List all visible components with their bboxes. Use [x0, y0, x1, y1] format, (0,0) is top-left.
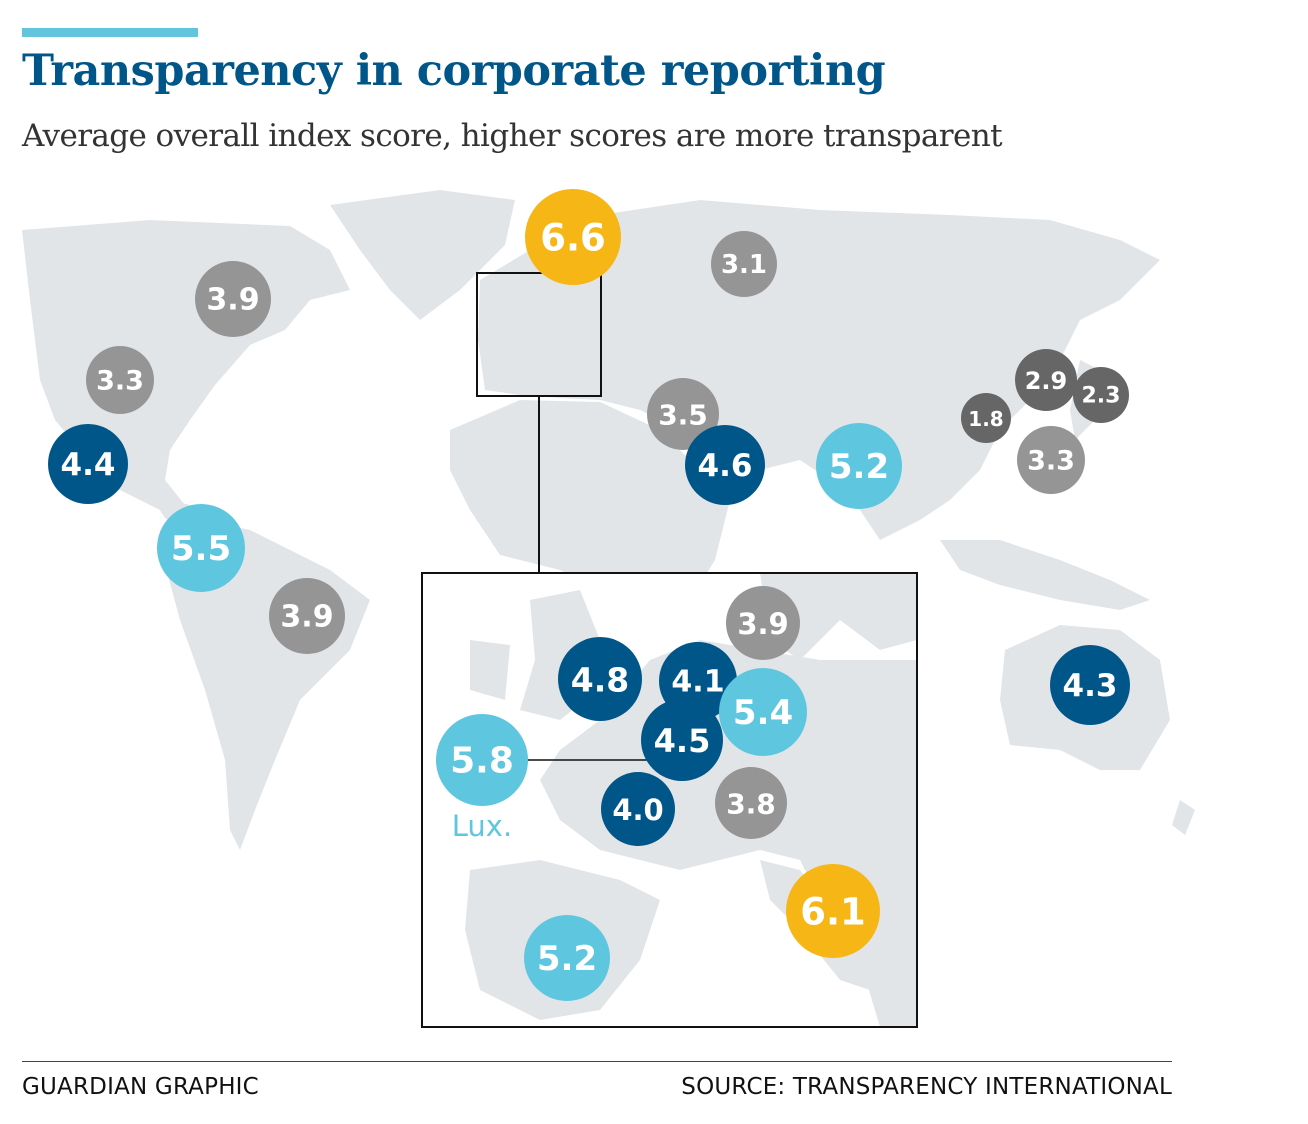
header-accent-bar — [22, 28, 198, 37]
score-label-colombia: 5.5 — [171, 529, 231, 569]
score-bubble-switzerland — [715, 767, 787, 839]
score-bubble-taiwan — [1017, 426, 1085, 494]
land-iceland — [440, 238, 478, 260]
score-bubble-spain — [524, 915, 610, 1001]
world-score-bubbles: 6.6 3.1 3.9 3.3 4.4 5.5 3.9 3.5 4.6 5.2 1.8 2.9 2.3 3… — [48, 189, 1130, 725]
score-bubble-china — [961, 393, 1011, 443]
score-bubble-germany — [719, 668, 807, 756]
footer-rule — [22, 1061, 1172, 1062]
score-label-sweden: 3.9 — [737, 607, 788, 641]
score-label-india: 5.2 — [829, 447, 889, 487]
score-label-mexico: 4.4 — [61, 447, 116, 483]
score-bubble-sweden — [726, 586, 800, 660]
land-greenland — [330, 190, 515, 320]
inset-frame — [421, 572, 918, 1028]
score-label-brazil: 3.9 — [280, 600, 333, 635]
score-label-usa: 3.3 — [96, 366, 144, 397]
score-bubble-usa — [86, 346, 154, 414]
score-label-china: 1.8 — [968, 407, 1003, 431]
inset-land-continent — [540, 640, 917, 1027]
inset-score-bubbles: 4.8 4.1 4.5 5.4 3.9 3.8 4.0 5.8 6.1 5.2 — [436, 586, 880, 1001]
score-label-switzerland: 3.8 — [726, 788, 776, 821]
score-bubble-uk — [558, 637, 642, 721]
land-eurasia — [478, 200, 1160, 540]
score-bubble-canada — [195, 261, 271, 337]
score-label-turkey: 3.5 — [658, 399, 708, 432]
score-label-japan: 2.3 — [1082, 384, 1121, 409]
score-bubble-turkey — [647, 378, 719, 450]
land-africa — [450, 400, 730, 600]
footer-credit: GUARDIAN GRAPHIC — [22, 1074, 259, 1100]
land-southeast-asia — [940, 540, 1150, 610]
luxembourg-label: Lux. — [452, 809, 512, 843]
world-map: Lux. 6.6 3.1 3.9 3.3 4.4 5.5 3.9 3.5 4.6 5.2 1.8 2.… — [22, 189, 1195, 1028]
score-label-spain: 5.2 — [537, 939, 597, 979]
score-label-gulf: 4.6 — [698, 448, 753, 484]
score-label-nordics: 6.6 — [540, 217, 606, 260]
score-label-uk: 4.8 — [571, 661, 629, 700]
score-label-netherlands: 4.1 — [671, 665, 724, 700]
score-bubble-gulf — [685, 425, 765, 505]
score-label-france: 4.0 — [612, 793, 663, 827]
score-label-italy: 6.1 — [800, 891, 866, 934]
chart-subtitle: Average overall index score, higher scor… — [22, 118, 1003, 154]
score-bubble-russia — [711, 231, 777, 297]
chart-title: Transparency in corporate reporting — [22, 46, 886, 96]
score-bubble-australia — [1050, 645, 1130, 725]
score-label-canada: 3.9 — [206, 283, 259, 318]
score-bubble-mexico — [48, 424, 128, 504]
score-bubble-south-korea — [1015, 349, 1077, 411]
inset-land-scandinavia — [760, 573, 917, 660]
score-label-south-korea: 2.9 — [1025, 367, 1068, 395]
score-bubble-france — [601, 772, 675, 846]
score-label-germany: 5.4 — [733, 693, 793, 733]
score-bubble-italy — [786, 864, 880, 958]
score-label-australia: 4.3 — [1063, 668, 1118, 704]
score-label-taiwan: 3.3 — [1027, 446, 1075, 477]
score-label-luxembourg: 5.8 — [450, 741, 514, 782]
score-bubble-india — [816, 423, 902, 509]
score-bubble-luxembourg — [436, 714, 528, 806]
score-bubble-brazil — [269, 578, 345, 654]
score-bubble-colombia — [157, 504, 245, 592]
score-bubble-japan — [1073, 367, 1129, 423]
score-label-belgium: 4.5 — [654, 722, 711, 760]
inset-land-ireland — [470, 640, 510, 700]
score-bubble-nordics — [525, 189, 621, 285]
footer-source: SOURCE: TRANSPARENCY INTERNATIONAL — [681, 1074, 1172, 1100]
score-bubble-belgium — [641, 699, 723, 781]
score-label-russia: 3.1 — [721, 250, 767, 280]
land-new-zealand — [1172, 800, 1195, 835]
